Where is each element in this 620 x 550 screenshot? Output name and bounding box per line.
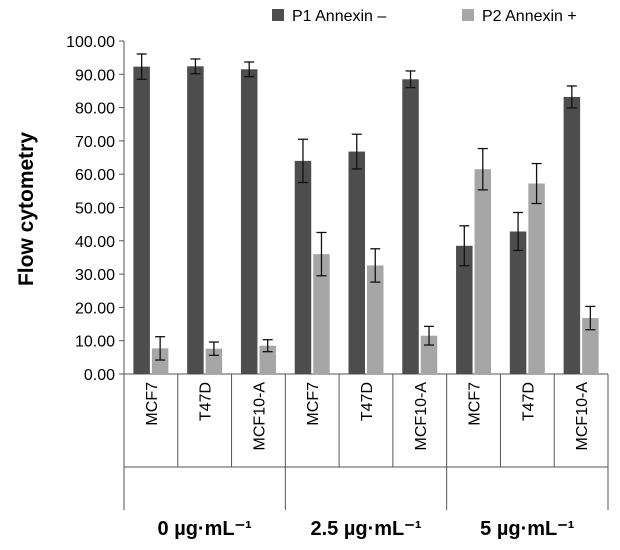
group-label: 5 µg·mL⁻¹ [480,518,575,540]
bar [133,66,150,375]
y-tick-label: 50.00 [75,201,115,218]
bar [563,96,581,374]
category-label: MCF10-A [251,382,268,451]
category-label: MCF7 [467,382,484,426]
bar [259,345,276,374]
y-tick-label: 90.00 [75,67,115,84]
category-label: MCF10-A [574,382,591,451]
category-label: T47D [359,382,376,421]
category-label: T47D [520,382,537,421]
y-tick-label: 20.00 [75,300,115,317]
y-tick-label: 70.00 [75,134,115,151]
y-tick-label: 60.00 [75,167,115,184]
bar [240,69,258,375]
legend-swatch [272,9,284,21]
bar [528,183,545,374]
legend: P1 Annexin – P2 Annexin + [272,8,577,25]
bar [474,169,492,374]
legend-label: P1 Annexin – [292,8,386,25]
y-tick-label: 0.00 [84,367,115,384]
category-label: MCF7 [144,382,161,426]
bar [294,160,312,374]
bar [456,245,473,374]
axes: 0.00 10.00 20.00 30.00 40.00 50.00 60.00 70.00 8… [66,34,609,540]
bar [509,231,527,374]
legend-swatch [462,9,474,21]
bar [151,348,169,374]
y-tick-label: 40.00 [75,234,115,251]
y-axis-title: Flow cytometry [15,132,38,286]
error-bars [136,53,596,361]
bar [582,318,599,374]
bar [367,265,384,374]
group-label: 2.5 µg·mL⁻¹ [311,518,422,540]
group-label: 0 µg·mL⁻¹ [158,518,253,540]
y-tick-label: 30.00 [75,267,115,284]
y-tick-label: 80.00 [75,101,115,118]
bar [402,79,419,375]
legend-label: P2 Annexin + [482,8,577,25]
bar [313,254,330,374]
y-tick-label: 10.00 [75,334,115,351]
category-label: MCF10-A [413,382,430,451]
bars [133,66,599,375]
bar [187,66,204,375]
category-label: MCF7 [305,382,322,426]
y-tick-label: 100.00 [66,34,115,51]
bar [348,151,365,374]
category-label: T47D [198,382,215,421]
